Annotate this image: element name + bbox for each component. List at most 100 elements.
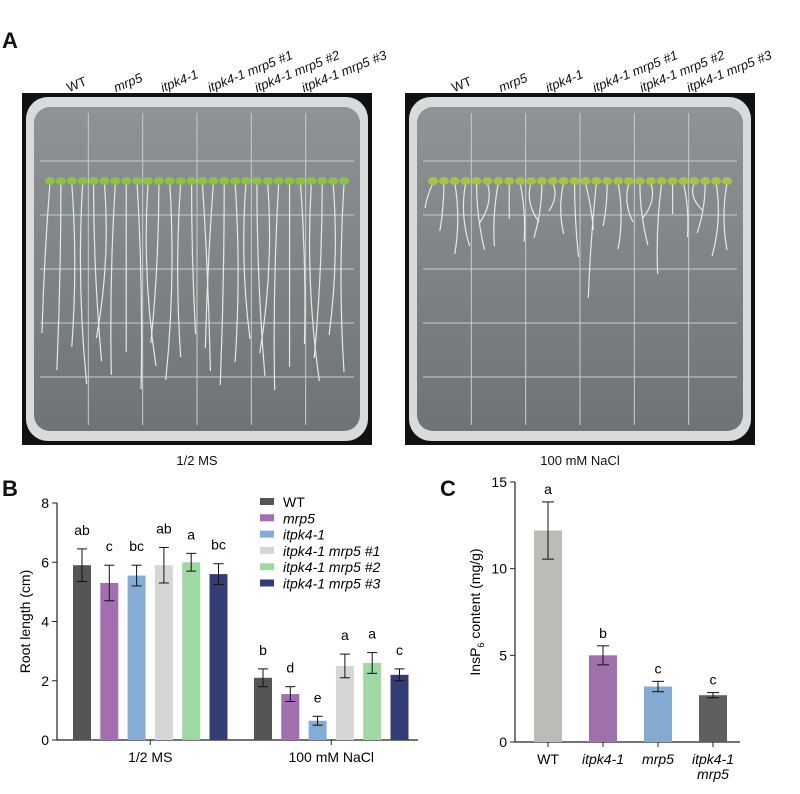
root	[711, 182, 719, 257]
seedling	[449, 177, 460, 185]
seedling	[526, 177, 536, 185]
x-tick-label: mrp5	[642, 751, 674, 767]
seedling	[493, 177, 504, 185]
root	[723, 182, 728, 251]
bar	[335, 665, 354, 740]
seedling	[186, 177, 197, 185]
root	[696, 182, 706, 234]
y-tick-label: 5	[499, 647, 507, 663]
significance-letter: c	[106, 538, 113, 554]
x-tick-label: WT	[537, 751, 559, 767]
root	[454, 182, 459, 255]
seedling	[482, 177, 493, 185]
panel-label-c: C	[440, 476, 456, 501]
y-tick-label: 2	[41, 673, 49, 689]
bar	[308, 720, 327, 740]
root	[165, 182, 173, 381]
significance-letter: a	[544, 481, 552, 497]
significance-letter: ab	[156, 520, 172, 536]
legend-swatch	[260, 514, 274, 522]
legend-label: itpk4-1	[283, 527, 325, 543]
seedling	[284, 177, 295, 185]
root	[219, 182, 225, 386]
seedling	[230, 177, 241, 185]
seedling	[656, 177, 667, 185]
root	[190, 182, 197, 335]
significance-letter: a	[187, 526, 195, 542]
significance-letter: c	[396, 642, 403, 658]
significance-letter: bc	[129, 538, 144, 554]
root	[587, 182, 597, 299]
seedling	[722, 177, 732, 185]
legend-swatch	[260, 563, 274, 571]
bar	[182, 562, 201, 740]
seedling	[208, 177, 219, 185]
seedling	[624, 177, 634, 185]
root	[150, 182, 160, 344]
root	[691, 182, 703, 211]
root	[584, 182, 595, 231]
root	[340, 182, 345, 373]
root	[462, 182, 471, 247]
root	[533, 182, 543, 239]
bar	[699, 695, 727, 742]
root	[519, 182, 526, 243]
y-tick-label: 0	[41, 732, 49, 748]
seedling	[273, 177, 284, 185]
legend-swatch	[260, 579, 274, 587]
seedling	[317, 177, 328, 185]
seedling	[515, 177, 526, 185]
root	[177, 182, 182, 358]
bar	[209, 574, 228, 740]
root	[299, 182, 306, 345]
root	[424, 182, 434, 209]
root	[528, 182, 540, 223]
seedling	[580, 177, 591, 185]
root	[234, 182, 239, 363]
legend-swatch	[260, 498, 274, 505]
bar	[154, 565, 173, 740]
root	[243, 182, 251, 340]
seedling	[262, 177, 273, 185]
root	[95, 182, 107, 339]
seedling	[645, 177, 656, 185]
root	[642, 182, 654, 219]
seedling	[175, 177, 186, 185]
root	[475, 182, 486, 251]
root	[560, 182, 565, 235]
seedling	[536, 177, 547, 185]
bar	[73, 565, 91, 740]
bar	[390, 674, 409, 740]
root	[478, 182, 490, 224]
legend-swatch	[260, 546, 274, 554]
seedling	[591, 177, 602, 185]
seedling	[438, 177, 449, 185]
significance-letter: e	[314, 689, 322, 705]
seedling	[339, 177, 349, 185]
root	[313, 182, 323, 359]
bar	[534, 530, 562, 742]
y-tick-label: 10	[491, 561, 507, 577]
bar	[363, 662, 382, 740]
x-tick-label: 1/2 MS	[128, 749, 172, 765]
y-tick-label: 15	[491, 474, 507, 490]
seedling	[613, 177, 624, 185]
root	[328, 182, 336, 336]
seedling	[547, 177, 558, 185]
seedling	[251, 177, 262, 185]
seedling	[164, 177, 175, 185]
root	[79, 182, 88, 385]
y-tick-label: 8	[41, 495, 49, 511]
seedling	[700, 177, 711, 185]
root	[56, 182, 62, 371]
root	[136, 182, 143, 390]
root	[92, 182, 103, 362]
seedling	[460, 177, 471, 185]
seedling	[99, 177, 110, 185]
bar	[127, 575, 146, 740]
significance-letter: b	[259, 642, 267, 658]
root	[273, 182, 280, 391]
legend-label: mrp5	[283, 510, 315, 526]
root	[617, 182, 622, 250]
root	[256, 182, 266, 377]
